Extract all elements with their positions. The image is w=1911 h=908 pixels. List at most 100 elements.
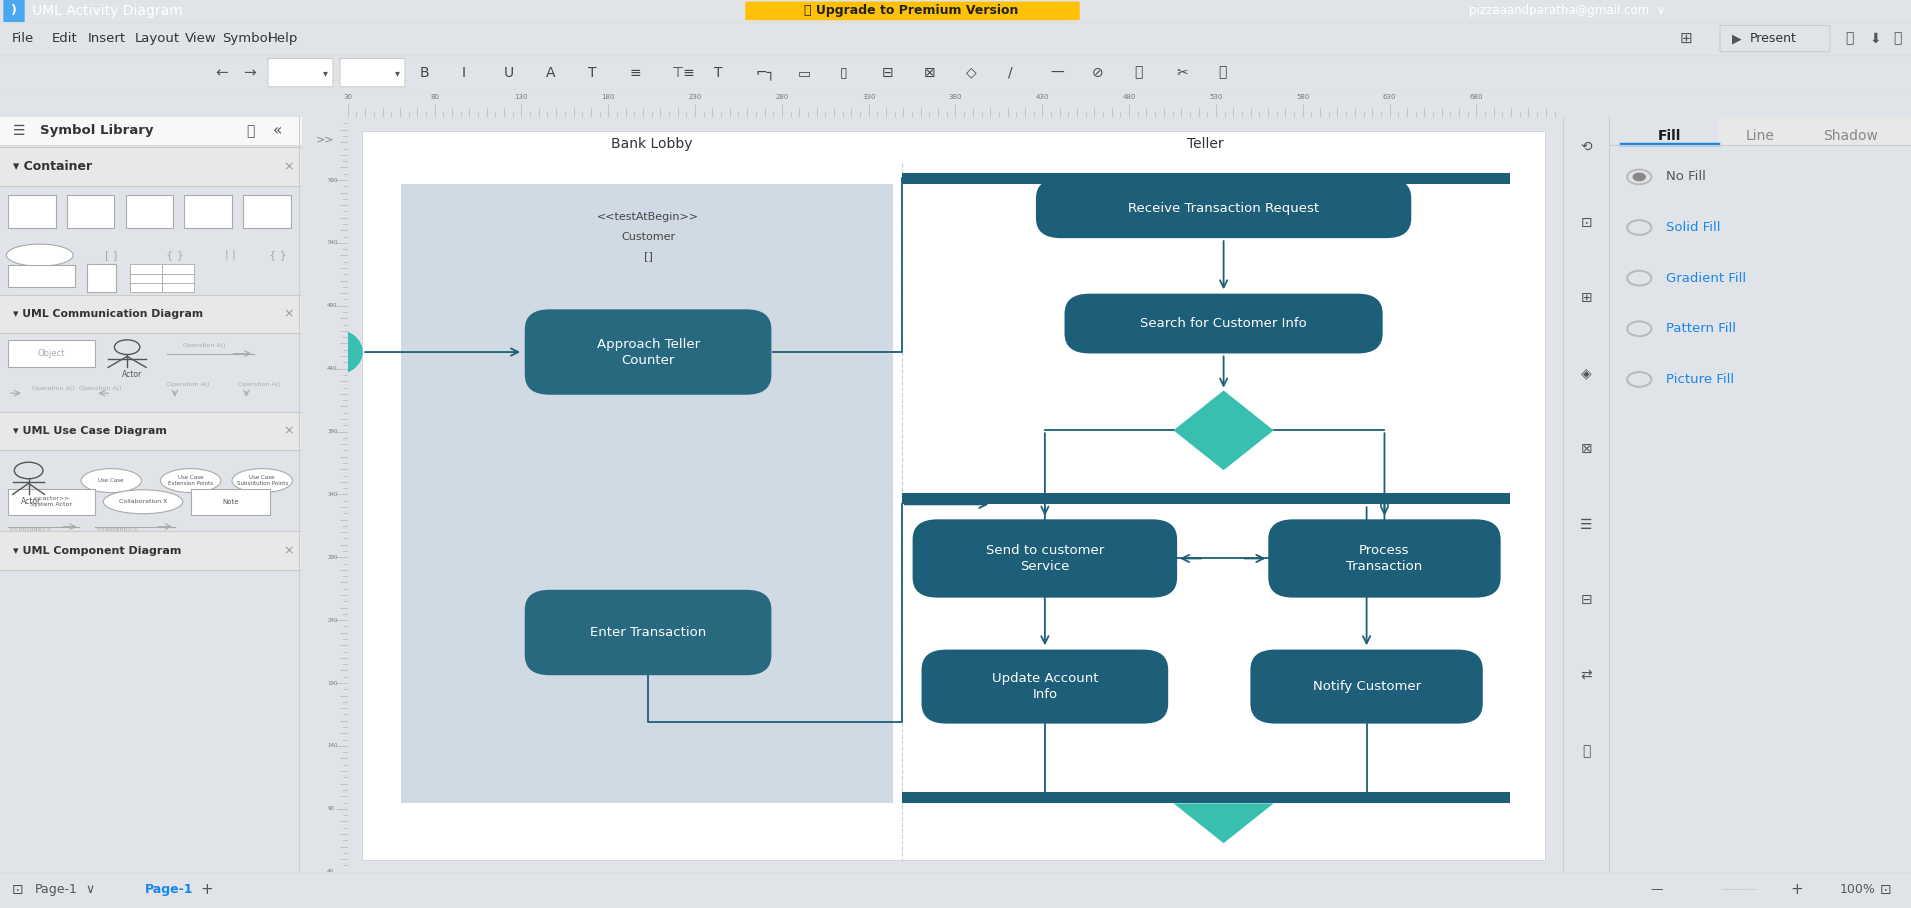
Text: Picture Fill: Picture Fill bbox=[1666, 373, 1735, 386]
FancyBboxPatch shape bbox=[268, 58, 333, 87]
Text: Use Case: Use Case bbox=[99, 479, 124, 483]
Text: ▶: ▶ bbox=[1731, 32, 1741, 45]
FancyBboxPatch shape bbox=[162, 264, 193, 273]
Text: Search for Customer Info: Search for Customer Info bbox=[1141, 317, 1307, 331]
Text: —: — bbox=[1649, 883, 1663, 896]
FancyBboxPatch shape bbox=[67, 195, 115, 228]
Text: UML Activity Diagram: UML Activity Diagram bbox=[32, 4, 183, 18]
Text: ⊡: ⊡ bbox=[1580, 216, 1592, 230]
Polygon shape bbox=[1173, 804, 1273, 844]
Text: 240: 240 bbox=[327, 617, 338, 623]
FancyBboxPatch shape bbox=[162, 273, 193, 282]
FancyBboxPatch shape bbox=[526, 590, 772, 676]
Text: Operation A(): Operation A() bbox=[80, 386, 122, 390]
Bar bbox=[902, 173, 1510, 184]
Bar bbox=[1718, 0, 1911, 144]
Text: Layout: Layout bbox=[136, 32, 180, 45]
Text: ◇: ◇ bbox=[965, 65, 977, 80]
Text: ✂: ✂ bbox=[1175, 65, 1187, 80]
Bar bbox=[0, 295, 302, 333]
Text: A: A bbox=[547, 65, 556, 80]
Text: <<include>>: <<include>> bbox=[8, 528, 52, 532]
Text: 90: 90 bbox=[327, 806, 334, 812]
FancyBboxPatch shape bbox=[162, 282, 193, 292]
Text: 30: 30 bbox=[344, 94, 352, 101]
Text: Actor: Actor bbox=[21, 498, 40, 507]
Text: Pattern Fill: Pattern Fill bbox=[1666, 322, 1737, 335]
Text: ☰: ☰ bbox=[1580, 518, 1592, 531]
Text: ▭: ▭ bbox=[799, 65, 810, 80]
Text: Operation A(): Operation A() bbox=[239, 382, 281, 387]
Ellipse shape bbox=[80, 469, 141, 492]
Text: ∨: ∨ bbox=[84, 883, 94, 896]
Text: ▾ Container: ▾ Container bbox=[13, 161, 92, 173]
Text: 40: 40 bbox=[327, 869, 334, 874]
Bar bbox=[0, 411, 302, 450]
Text: { }: { } bbox=[269, 251, 287, 261]
FancyBboxPatch shape bbox=[183, 195, 231, 228]
Text: Bank Lobby: Bank Lobby bbox=[612, 137, 692, 152]
Text: 🔍: 🔍 bbox=[1217, 65, 1227, 80]
Text: Enter Transaction: Enter Transaction bbox=[590, 626, 707, 639]
Text: 330: 330 bbox=[862, 94, 875, 101]
Text: /: / bbox=[1007, 65, 1013, 80]
FancyBboxPatch shape bbox=[130, 264, 162, 273]
Text: ⊟: ⊟ bbox=[883, 65, 894, 80]
FancyBboxPatch shape bbox=[526, 310, 772, 395]
Text: 140: 140 bbox=[327, 744, 338, 748]
Text: File: File bbox=[11, 32, 34, 45]
FancyBboxPatch shape bbox=[913, 519, 1177, 597]
Text: Operation A(): Operation A() bbox=[166, 382, 210, 387]
Text: 180: 180 bbox=[602, 94, 615, 101]
Text: Customer: Customer bbox=[621, 232, 675, 242]
FancyBboxPatch shape bbox=[745, 2, 1080, 20]
Text: +: + bbox=[1791, 883, 1802, 897]
Text: Gradient Fill: Gradient Fill bbox=[1666, 271, 1747, 285]
Text: ◈: ◈ bbox=[1580, 367, 1592, 380]
Text: 80: 80 bbox=[430, 94, 440, 101]
Ellipse shape bbox=[161, 469, 222, 492]
Text: 🔍: 🔍 bbox=[247, 123, 254, 138]
Text: ———: ——— bbox=[1720, 883, 1758, 896]
Text: View: View bbox=[185, 32, 216, 45]
FancyBboxPatch shape bbox=[8, 265, 75, 287]
Text: { }: { } bbox=[166, 251, 183, 261]
Text: →: → bbox=[243, 65, 256, 80]
Text: 590: 590 bbox=[327, 177, 338, 183]
Text: Process
Transaction: Process Transaction bbox=[1347, 544, 1422, 573]
Text: ⊡: ⊡ bbox=[1880, 883, 1892, 897]
Text: <<testAtBegin>>: <<testAtBegin>> bbox=[596, 212, 699, 222]
Text: <<extend>>: <<extend>> bbox=[96, 528, 138, 532]
FancyBboxPatch shape bbox=[126, 195, 174, 228]
Text: ⊟: ⊟ bbox=[1580, 593, 1592, 607]
Ellipse shape bbox=[6, 244, 73, 266]
Text: Page-1: Page-1 bbox=[145, 883, 193, 896]
Text: 230: 230 bbox=[688, 94, 701, 101]
Text: Actor: Actor bbox=[122, 370, 143, 380]
Text: 390: 390 bbox=[327, 429, 338, 434]
Text: ): ) bbox=[11, 5, 17, 17]
FancyBboxPatch shape bbox=[1064, 293, 1384, 353]
Text: Help: Help bbox=[268, 32, 298, 45]
Ellipse shape bbox=[231, 469, 292, 492]
Bar bbox=[0, 117, 302, 144]
Text: Use Case
Extension Points: Use Case Extension Points bbox=[168, 475, 214, 486]
Text: ⇄: ⇄ bbox=[1580, 668, 1592, 683]
Text: Object: Object bbox=[36, 349, 65, 358]
Text: [ ]: [ ] bbox=[105, 251, 117, 261]
Text: Operation A(): Operation A() bbox=[183, 343, 225, 348]
Text: Update Account
Info: Update Account Info bbox=[992, 672, 1099, 701]
Circle shape bbox=[306, 330, 361, 375]
Text: 440: 440 bbox=[327, 366, 338, 371]
Bar bbox=[401, 184, 892, 804]
FancyBboxPatch shape bbox=[8, 489, 96, 515]
FancyBboxPatch shape bbox=[88, 264, 117, 292]
Text: ⧉: ⧉ bbox=[1844, 32, 1854, 45]
Text: 490: 490 bbox=[327, 303, 338, 309]
Text: B: B bbox=[420, 65, 430, 80]
FancyBboxPatch shape bbox=[191, 489, 269, 515]
Text: 🔒: 🔒 bbox=[1133, 65, 1143, 80]
Text: ▾: ▾ bbox=[323, 67, 329, 78]
Text: ⊤≡: ⊤≡ bbox=[673, 65, 696, 80]
Ellipse shape bbox=[103, 489, 183, 514]
